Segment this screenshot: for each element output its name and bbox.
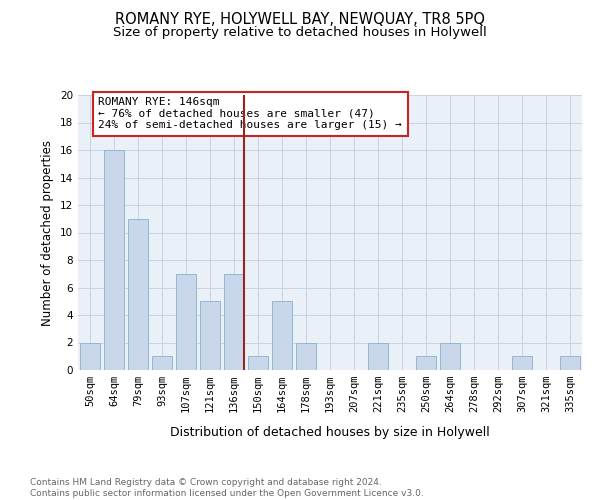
- Text: Size of property relative to detached houses in Holywell: Size of property relative to detached ho…: [113, 26, 487, 39]
- Bar: [416, 356, 436, 370]
- Bar: [224, 274, 244, 370]
- Y-axis label: Number of detached properties: Number of detached properties: [41, 140, 55, 326]
- X-axis label: Distribution of detached houses by size in Holywell: Distribution of detached houses by size …: [170, 426, 490, 440]
- Bar: [368, 342, 388, 370]
- Bar: [104, 150, 124, 370]
- Bar: [296, 342, 316, 370]
- Bar: [248, 356, 268, 370]
- Bar: [176, 274, 196, 370]
- Bar: [80, 342, 100, 370]
- Text: ROMANY RYE, HOLYWELL BAY, NEWQUAY, TR8 5PQ: ROMANY RYE, HOLYWELL BAY, NEWQUAY, TR8 5…: [115, 12, 485, 28]
- Bar: [128, 219, 148, 370]
- Bar: [440, 342, 460, 370]
- Text: Contains HM Land Registry data © Crown copyright and database right 2024.
Contai: Contains HM Land Registry data © Crown c…: [30, 478, 424, 498]
- Bar: [152, 356, 172, 370]
- Bar: [512, 356, 532, 370]
- Bar: [272, 301, 292, 370]
- Bar: [560, 356, 580, 370]
- Text: ROMANY RYE: 146sqm
← 76% of detached houses are smaller (47)
24% of semi-detache: ROMANY RYE: 146sqm ← 76% of detached hou…: [98, 97, 402, 130]
- Bar: [200, 301, 220, 370]
